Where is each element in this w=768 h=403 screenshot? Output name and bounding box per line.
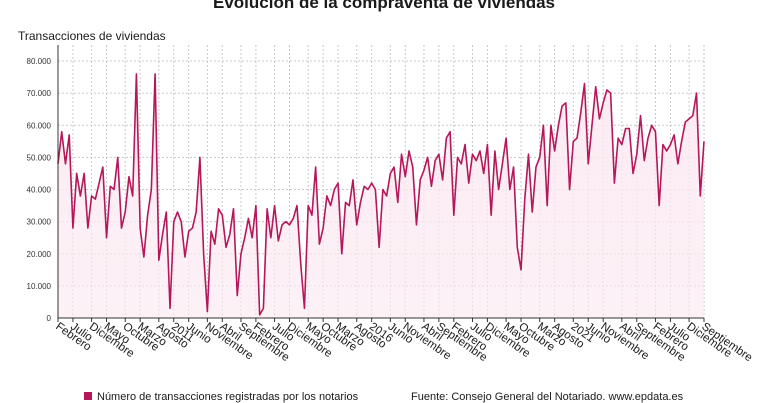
- y-axis-label: Transacciones de viviendas: [18, 29, 166, 43]
- source-note: Fuente: Consejo General del Notariado. w…: [411, 391, 684, 403]
- legend: Número de transacciones registradas por …: [84, 391, 358, 403]
- y-tick-label: 70.000: [27, 89, 52, 98]
- y-tick-label: 20.000: [27, 250, 52, 259]
- x-ticks: FebreroJulioDiciembreMayoOctubreMarzoAgo…: [53, 318, 754, 364]
- area-layer: [58, 73, 704, 318]
- y-ticks: 0 10.000 20.000 30.000 40.000 50.000 60.000 70.…: [27, 57, 52, 323]
- y-tick-label: 50.000: [27, 153, 52, 162]
- area-fill: [58, 73, 704, 318]
- chart-title: Evolución de la compraventa de viviendas: [212, 0, 555, 12]
- legend-swatch: [84, 392, 92, 400]
- y-tick-label: 0: [47, 314, 52, 323]
- legend-label: Número de transacciones registradas por …: [97, 391, 359, 403]
- y-tick-label: 60.000: [27, 121, 52, 130]
- y-tick-label: 30.000: [27, 218, 52, 227]
- series-line: [57, 73, 705, 316]
- line-layer: [57, 73, 705, 316]
- axes: [57, 45, 704, 319]
- y-tick-label: 10.000: [27, 282, 52, 291]
- y-tick-label: 80.000: [27, 57, 52, 66]
- y-tick-label: 40.000: [27, 186, 52, 195]
